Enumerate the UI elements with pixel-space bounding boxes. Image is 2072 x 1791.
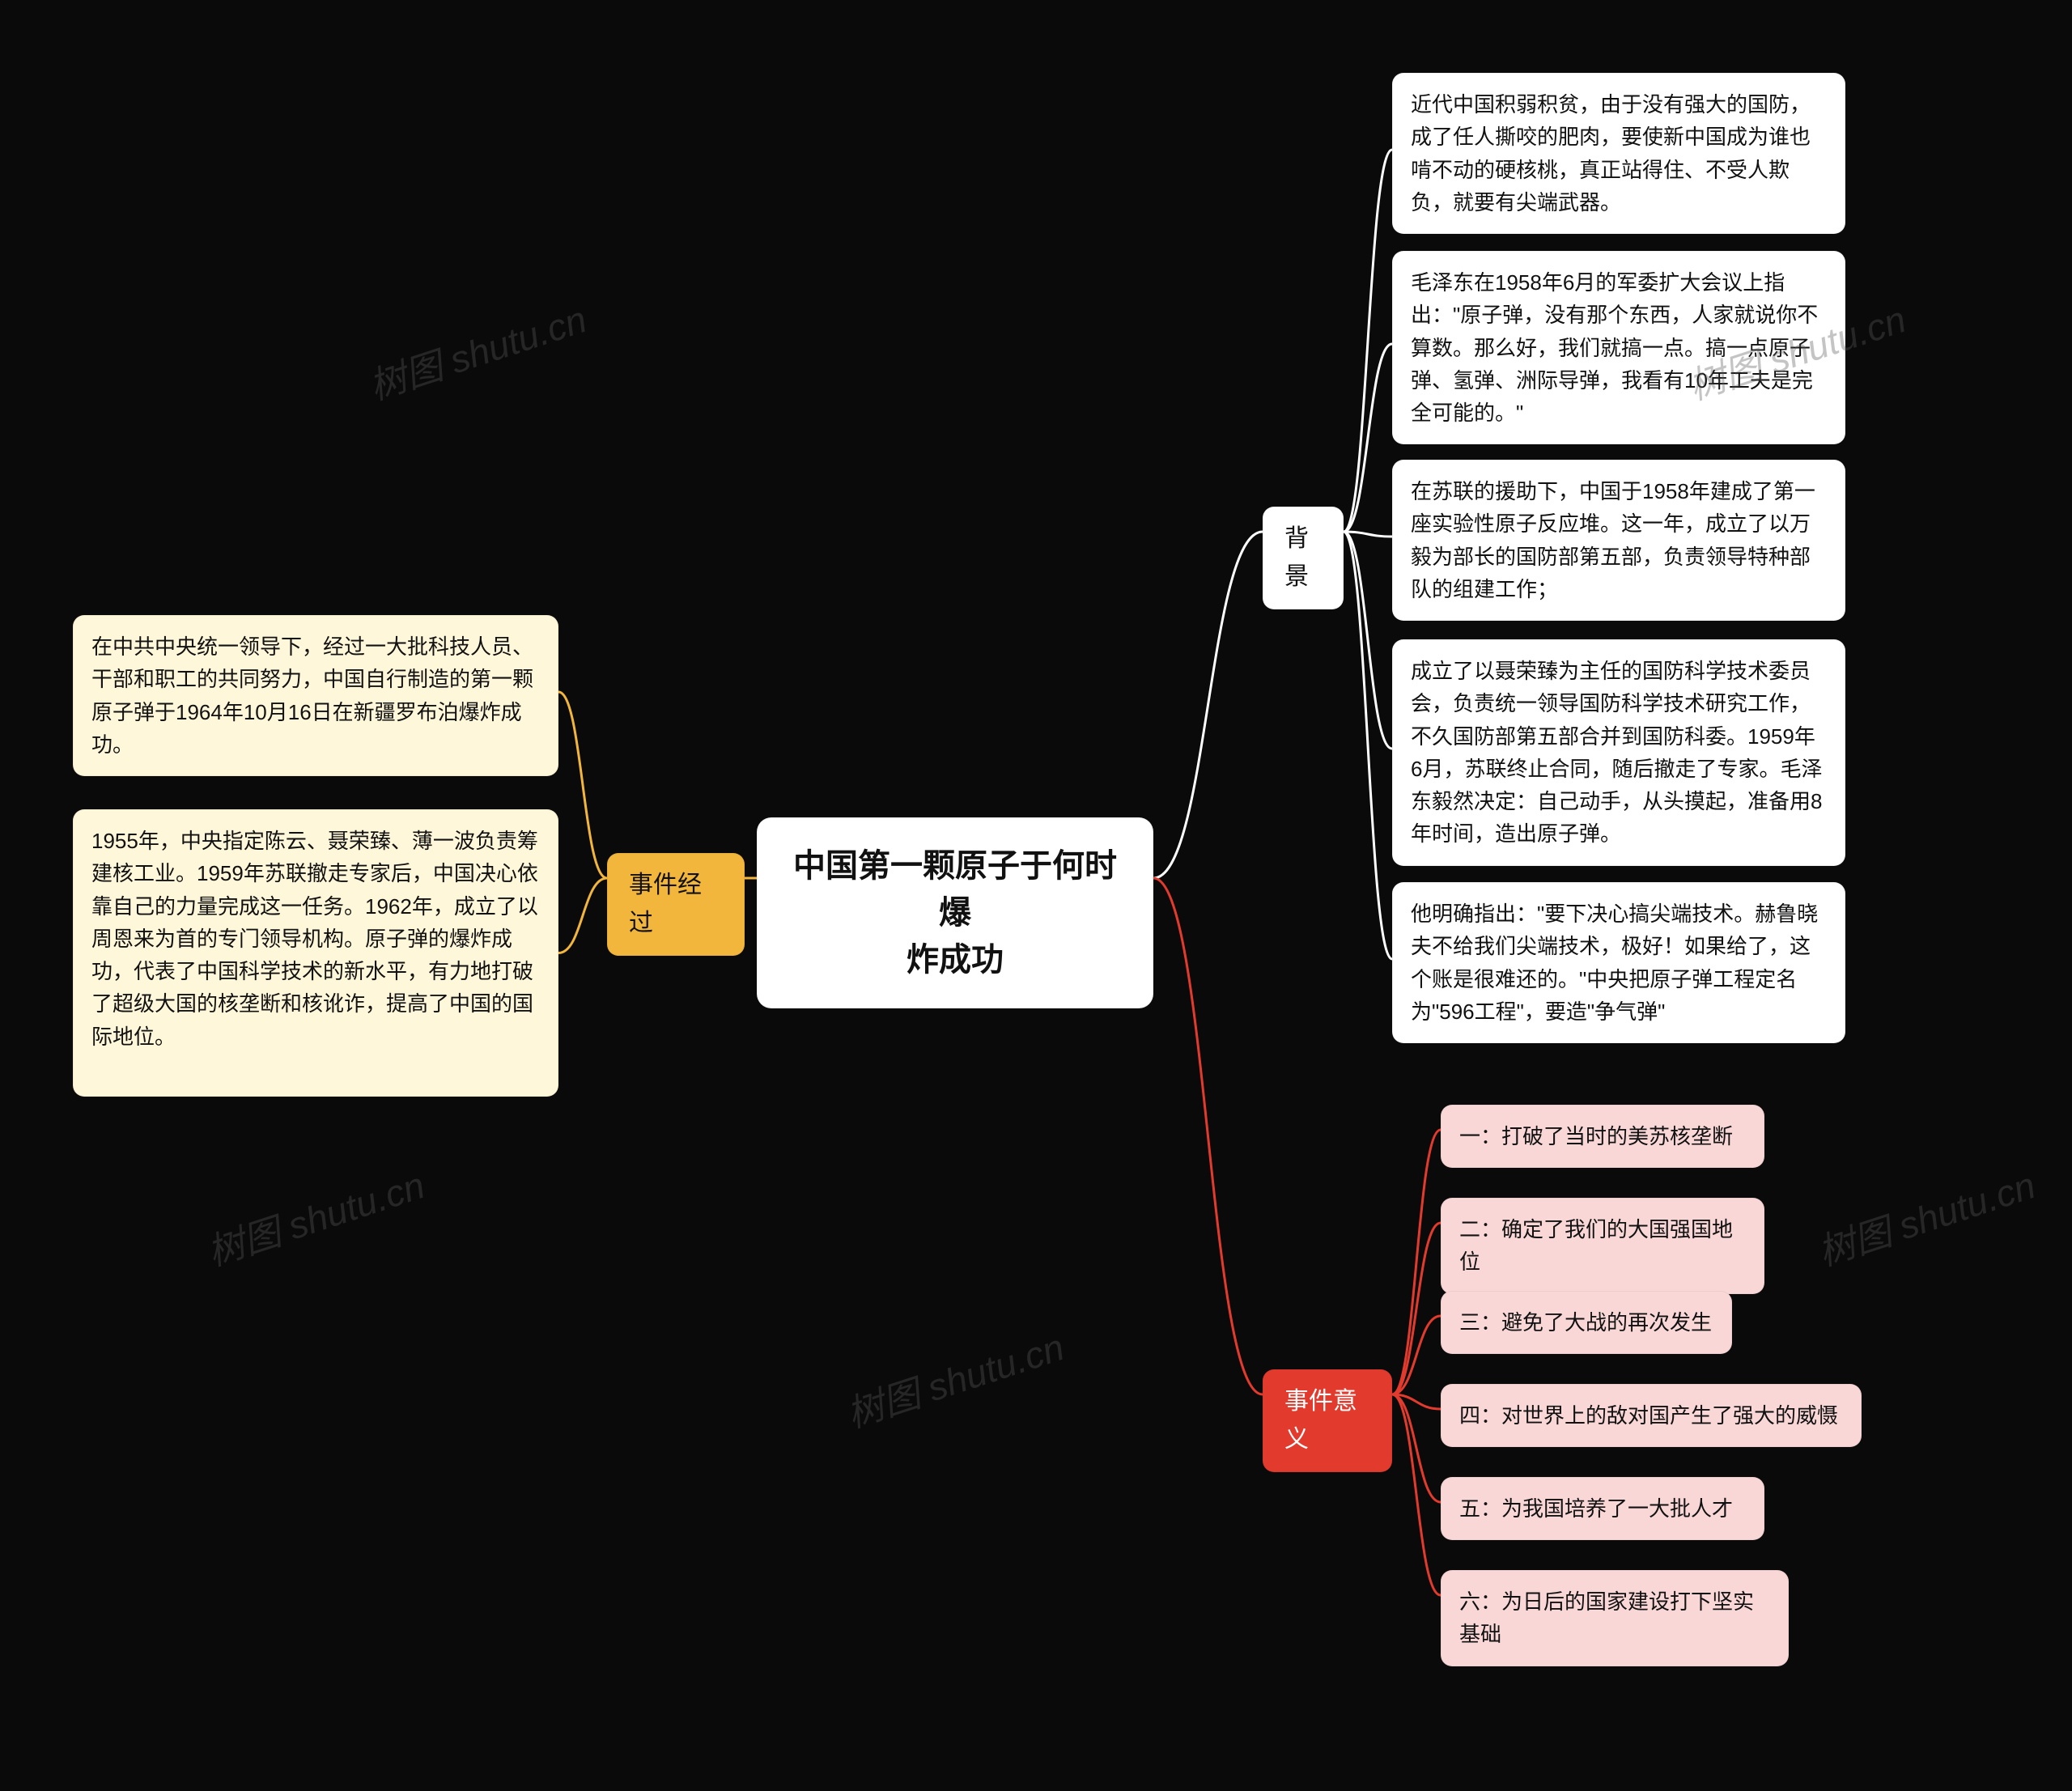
background-item-4: 他明确指出："要下决心搞尖端技术。赫鲁晓夫不给我们尖端技术，极好！如果给了，这个…: [1392, 882, 1845, 1043]
meaning-item-3-text: 四：对世界上的敌对国产生了强大的威慑: [1459, 1403, 1838, 1428]
branch-meaning-label: 事件意义: [1284, 1388, 1357, 1453]
root-line2: 炸成功: [906, 942, 1004, 978]
process-item-0-text: 在中共中央统一领导下，经过一大批科技人员、干部和职工的共同努力，中国自行制造的第…: [91, 634, 533, 757]
watermark: 树图 shutu.cn: [839, 1318, 1070, 1439]
meaning-item-4: 五：为我国培养了一大批人才: [1441, 1477, 1764, 1540]
meaning-item-0: 一：打破了当时的美苏核垄断: [1441, 1105, 1764, 1168]
watermark: 树图 shutu.cn: [362, 291, 592, 411]
background-item-2-text: 在苏联的援助下，中国于1958年建成了第一座实验性原子反应堆。这一年，成立了以万…: [1411, 479, 1815, 601]
root-node: 中国第一颗原子于何时爆 炸成功: [757, 817, 1153, 1008]
branch-background: 背景: [1263, 507, 1344, 609]
background-item-3-text: 成立了以聂荣臻为主任的国防科学技术委员会，负责统一领导国防科学技术研究工作，不久…: [1411, 659, 1822, 846]
process-item-1-text: 1955年，中央指定陈云、聂荣臻、薄一波负责筹建核工业。1959年苏联撤走专家后…: [91, 829, 538, 1049]
background-item-2: 在苏联的援助下，中国于1958年建成了第一座实验性原子反应堆。这一年，成立了以万…: [1392, 460, 1845, 621]
root-line1: 中国第一颗原子于何时爆: [793, 848, 1117, 931]
background-item-3: 成立了以聂荣臻为主任的国防科学技术委员会，负责统一领导国防科学技术研究工作，不久…: [1392, 639, 1845, 866]
process-item-1: 1955年，中央指定陈云、聂荣臻、薄一波负责筹建核工业。1959年苏联撤走专家后…: [73, 809, 558, 1097]
background-item-1-text: 毛泽东在1958年6月的军委扩大会议上指出："原子弹，没有那个东西，人家就说你不…: [1411, 270, 1818, 425]
meaning-item-1-text: 二：确定了我们的大国强国地位: [1459, 1217, 1733, 1274]
watermark: 树图 shutu.cn: [200, 1157, 431, 1277]
meaning-item-1: 二：确定了我们的大国强国地位: [1441, 1198, 1764, 1294]
process-item-0: 在中共中央统一领导下，经过一大批科技人员、干部和职工的共同努力，中国自行制造的第…: [73, 615, 558, 776]
meaning-item-0-text: 一：打破了当时的美苏核垄断: [1459, 1124, 1733, 1148]
meaning-item-5: 六：为日后的国家建设打下坚实基础: [1441, 1570, 1789, 1666]
meaning-item-4-text: 五：为我国培养了一大批人才: [1459, 1496, 1733, 1521]
branch-process: 事件经过: [607, 853, 745, 956]
branch-process-label: 事件经过: [629, 872, 702, 936]
background-item-0-text: 近代中国积弱积贫，由于没有强大的国防，成了任人撕咬的肥肉，要使新中国成为谁也啃不…: [1411, 92, 1811, 214]
background-item-4-text: 他明确指出："要下决心搞尖端技术。赫鲁晓夫不给我们尖端技术，极好！如果给了，这个…: [1411, 902, 1818, 1024]
meaning-item-5-text: 六：为日后的国家建设打下坚实基础: [1459, 1589, 1754, 1646]
branch-meaning: 事件意义: [1263, 1369, 1392, 1472]
watermark: 树图 shutu.cn: [1811, 1157, 2041, 1277]
background-item-1: 毛泽东在1958年6月的军委扩大会议上指出："原子弹，没有那个东西，人家就说你不…: [1392, 251, 1845, 444]
meaning-item-2-text: 三：避免了大战的再次发生: [1459, 1310, 1712, 1335]
meaning-item-3: 四：对世界上的敌对国产生了强大的威慑: [1441, 1384, 1862, 1447]
meaning-item-2: 三：避免了大战的再次发生: [1441, 1291, 1732, 1354]
background-item-0: 近代中国积弱积贫，由于没有强大的国防，成了任人撕咬的肥肉，要使新中国成为谁也啃不…: [1392, 73, 1845, 234]
branch-background-label: 背景: [1284, 525, 1309, 590]
